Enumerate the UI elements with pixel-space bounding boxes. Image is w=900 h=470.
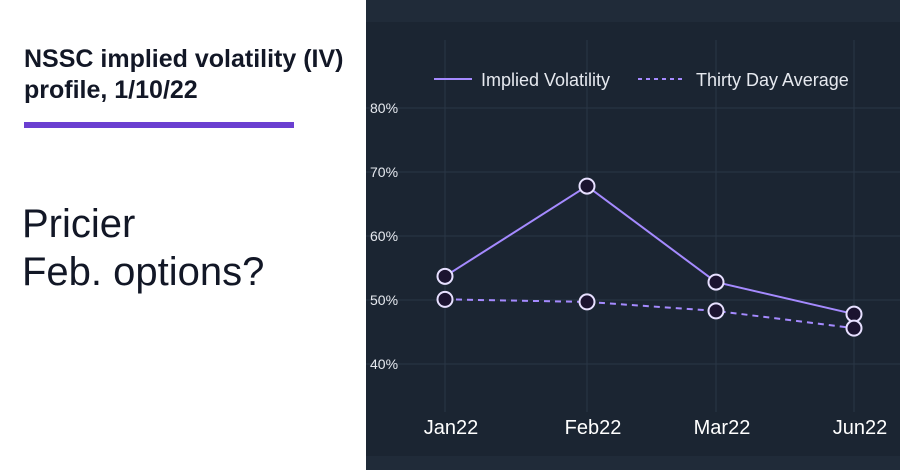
data-point xyxy=(707,273,725,291)
data-point xyxy=(436,290,454,308)
data-point xyxy=(436,267,454,285)
x-tick-label: Mar22 xyxy=(694,417,751,439)
title-underline xyxy=(24,122,294,128)
y-tick-label: 40% xyxy=(370,356,398,372)
y-tick-label: 60% xyxy=(370,228,398,244)
chart-title: NSSC implied volatility (IV) profile, 1/… xyxy=(24,45,344,104)
subtitle-line-1: Pricier xyxy=(22,202,136,246)
line-chart: 40% 50% 60% 70% 80% Jan22 Feb22 Mar22 Jun22 Impli… xyxy=(366,40,900,439)
subtitle: Pricier Feb. options? xyxy=(22,200,352,296)
series-line xyxy=(444,298,855,330)
left-panel: NSSC implied volatility (IV) profile, 1/… xyxy=(0,0,366,470)
data-point xyxy=(578,177,596,195)
data-point xyxy=(578,293,596,311)
legend-label: Implied Volatility xyxy=(481,70,610,90)
legend-label: Thirty Day Average xyxy=(696,70,849,90)
x-tick-label: Jan22 xyxy=(424,417,479,439)
data-point xyxy=(845,319,863,337)
data-point xyxy=(845,305,863,323)
y-tick-label: 50% xyxy=(370,292,398,308)
x-tick-label: Jun22 xyxy=(833,417,888,439)
series-line xyxy=(444,184,855,316)
x-tick-label: Feb22 xyxy=(565,417,622,439)
y-tick-label: 70% xyxy=(370,164,398,180)
data-point xyxy=(707,302,725,320)
chart-top-band xyxy=(366,0,900,22)
y-tick-label: 80% xyxy=(370,100,398,116)
subtitle-line-2: Feb. options? xyxy=(22,250,265,294)
chart-bottom-band xyxy=(366,456,900,470)
chart-panel: 40% 50% 60% 70% 80% Jan22 Feb22 Mar22 Jun22 Impli… xyxy=(366,0,900,470)
